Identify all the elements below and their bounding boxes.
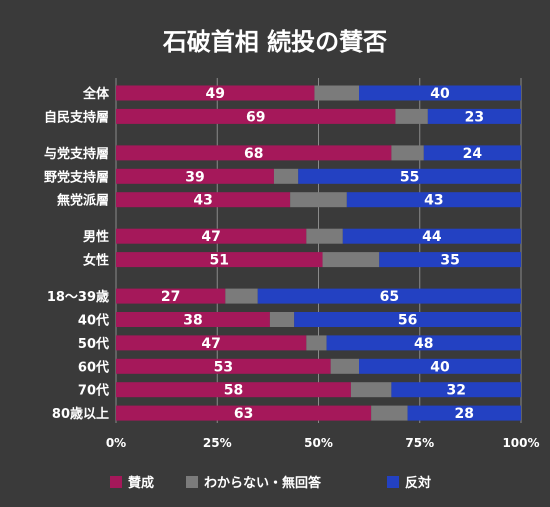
bar-segment [116, 358, 331, 374]
bar-segment [273, 168, 299, 184]
x-tick-label: 25% [203, 436, 232, 450]
data-label: 47 [201, 229, 220, 245]
bar-segment [371, 405, 408, 421]
bar-segment [116, 228, 307, 244]
category-label: 自民支持層 [44, 109, 109, 125]
bar-segment [330, 358, 359, 374]
data-label: 68 [244, 146, 263, 162]
bar-segment [294, 312, 521, 327]
bar-segment [379, 252, 521, 268]
data-label: 24 [463, 146, 483, 162]
data-label: 49 [205, 86, 224, 102]
bar-segment [290, 192, 347, 208]
data-label: 69 [246, 109, 265, 125]
data-label: 28 [455, 406, 474, 422]
data-label: 40 [430, 86, 450, 102]
data-label: 48 [414, 336, 433, 352]
category-label: 50代 [78, 336, 109, 352]
bar-segment [346, 192, 521, 208]
legend-swatch [387, 476, 399, 488]
data-label: 63 [234, 406, 253, 422]
legend-swatch [186, 476, 198, 488]
x-tick-label: 0% [106, 436, 126, 450]
data-label: 51 [210, 253, 229, 269]
category-label: 男性 [83, 229, 109, 245]
bar-segment [116, 192, 291, 208]
bar-segment [116, 405, 372, 421]
bar-segment [116, 108, 396, 124]
category-label: 女性 [83, 253, 109, 269]
legend-label: 反対 [405, 475, 431, 491]
bar-segment [225, 288, 258, 304]
category-label: 70代 [78, 383, 109, 399]
bar-segment [116, 168, 274, 184]
data-label: 39 [185, 169, 204, 185]
data-label: 55 [400, 169, 419, 185]
data-label: 47 [201, 336, 220, 352]
chart-title: 石破首相 続投の賛否 [162, 28, 387, 56]
x-tick-labels: 0% 25% 50% 75% 100% [106, 436, 540, 450]
data-label: 38 [183, 313, 202, 329]
category-label: 80歳以上 [52, 406, 109, 422]
category-label: 18～39歳 [47, 289, 109, 305]
legend-label: わからない・無回答 [204, 475, 322, 491]
bar-segment [407, 405, 521, 421]
bar-segment [116, 252, 323, 268]
data-label: 56 [398, 313, 417, 329]
bar-segment [423, 145, 521, 161]
bar-segment [391, 382, 521, 398]
data-label: 44 [422, 229, 442, 245]
bar-segment [116, 382, 351, 398]
x-tick-label: 50% [304, 436, 333, 450]
x-tick-label: 75% [405, 436, 434, 450]
bar-segment [116, 145, 392, 161]
bar-segment [391, 145, 424, 161]
category-label: 野党支持層 [44, 169, 109, 185]
legend-label: 賛成 [128, 475, 154, 491]
bar-segment [306, 228, 343, 244]
data-label: 58 [224, 383, 243, 399]
data-label: 43 [193, 193, 212, 209]
x-tick-label: 100% [502, 436, 539, 450]
bar-segment [427, 108, 521, 124]
category-label: 全体 [82, 86, 110, 102]
category-label: 与党支持層 [44, 146, 109, 162]
data-label: 32 [446, 383, 465, 399]
data-label: 23 [465, 109, 484, 125]
data-label: 65 [380, 289, 399, 305]
data-labels: 49 40 69 23 68 24 39 55 43 43 47 44 51 35 27 65 38 56 47 48… [161, 86, 484, 422]
bar-segment [116, 335, 307, 351]
data-label: 43 [424, 193, 443, 209]
bar-segment [326, 335, 521, 351]
bar-segment [350, 382, 392, 398]
bar-segment [322, 252, 380, 268]
bar-segment [116, 288, 226, 304]
bar-segment [314, 85, 359, 101]
category-label: 40代 [78, 313, 109, 329]
legend-swatch [110, 476, 122, 488]
bar-segment [359, 358, 521, 374]
data-label: 35 [440, 253, 459, 269]
bar-segment [269, 312, 295, 327]
data-label: 40 [430, 359, 450, 375]
legend: 賛成 わからない・無回答 反対 [110, 475, 431, 491]
category-label: 60代 [78, 359, 109, 375]
bar-segment [342, 228, 521, 244]
bar-segment [359, 85, 521, 101]
bar-segment [306, 335, 327, 351]
data-label: 53 [214, 359, 233, 375]
bar-segment [395, 108, 428, 124]
category-label: 無党派層 [57, 193, 109, 209]
data-label: 27 [161, 289, 180, 305]
bars [116, 85, 521, 421]
bar-segment [257, 288, 521, 304]
bar-segment [116, 85, 315, 101]
bar-segment [298, 168, 521, 184]
bar-segment [116, 312, 270, 327]
